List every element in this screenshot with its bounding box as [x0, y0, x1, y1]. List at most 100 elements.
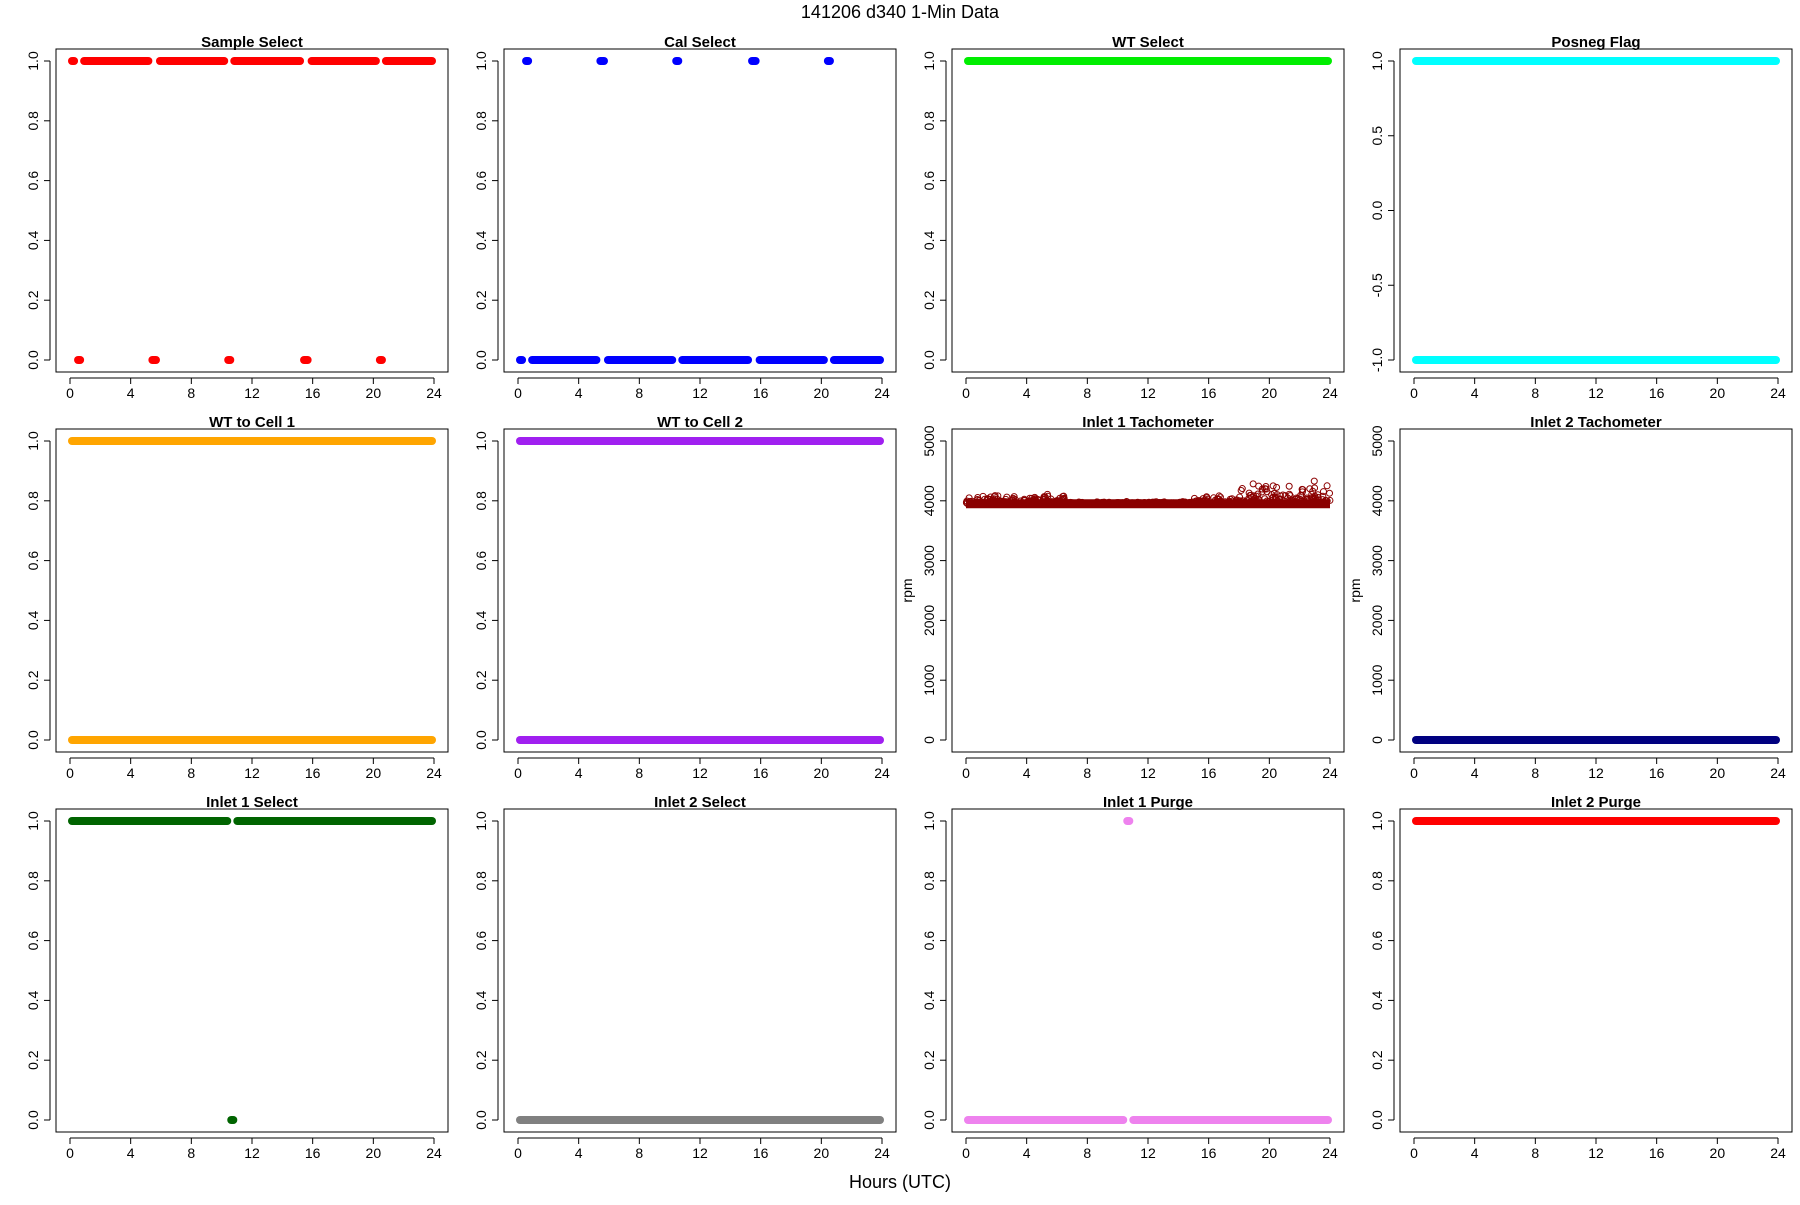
- y-tick-label: 0.0: [473, 350, 489, 370]
- x-tick-label: 4: [1471, 1145, 1479, 1161]
- x-tick-label: 20: [1262, 765, 1278, 781]
- x-tick-label: 20: [366, 385, 382, 401]
- y-tick-label: 1.0: [1369, 811, 1385, 831]
- x-tick-label: 4: [1023, 765, 1031, 781]
- data-point: [1289, 500, 1297, 508]
- x-tick-label: 24: [1770, 765, 1786, 781]
- y-tick-label: 0.8: [921, 111, 937, 131]
- y-tick-label: 0.6: [473, 551, 489, 571]
- data-point: [992, 499, 1000, 507]
- y-tick-label: 0.0: [1369, 201, 1385, 221]
- panel-title: Inlet 2 Tachometer: [1530, 414, 1662, 431]
- y-tick-label: 0.4: [473, 990, 489, 1010]
- data-point: [991, 492, 999, 500]
- y-axis-label: rpm: [1347, 578, 1363, 602]
- data-point: [1204, 500, 1212, 508]
- data-point: [1262, 485, 1270, 493]
- y-tick-label: 0.2: [25, 290, 41, 310]
- y-tick-label: 3000: [921, 545, 937, 576]
- data-point: [1285, 490, 1293, 498]
- y-tick-label: 0.6: [921, 171, 937, 191]
- x-tick-label: 4: [127, 765, 135, 781]
- y-tick-label: 0.4: [1369, 990, 1385, 1010]
- panel-10: Inlet 2 Select 0 4 8 12 16 20 24 0.0 0.2 0.4 0.6 0.8…: [473, 794, 897, 1161]
- panel-3: WT Select 0 4 8 12 16 20 24 0.0 0.2 0.4 0.6 0.8 1.0: [921, 34, 1345, 401]
- x-tick-label: 0: [66, 1145, 74, 1161]
- y-tick-label: 0.0: [1369, 1110, 1385, 1130]
- y-tick-label: 5000: [921, 425, 937, 456]
- x-tick-label: 4: [127, 1145, 135, 1161]
- data-point: [1319, 492, 1327, 500]
- panel-title: Inlet 2 Select: [654, 794, 746, 811]
- y-tick-label: 0.8: [25, 111, 41, 131]
- x-tick-label: 16: [1649, 1145, 1665, 1161]
- data-series: [964, 817, 1332, 1124]
- data-point: [1273, 483, 1281, 491]
- y-tick-label: 1.0: [25, 811, 41, 831]
- x-tick-label: 20: [366, 765, 382, 781]
- x-tick-label: 24: [874, 385, 890, 401]
- data-point: [1091, 499, 1099, 507]
- panel-5: WT to Cell 1 0 4 8 12 16 20 24 0.0 0.2 0.4 0.6 0.8 1.…: [25, 414, 449, 781]
- panel-7: Inlet 1 Tachometer 0 4 8 12 16 20 24 0 1000 2000 30…: [899, 414, 1345, 781]
- x-tick-label: 16: [1649, 765, 1665, 781]
- plot-frame: [503, 428, 897, 753]
- x-tick-label: 20: [814, 385, 830, 401]
- y-tick-label: 0.2: [25, 670, 41, 690]
- x-tick-label: 16: [753, 765, 769, 781]
- y-tick-label: 0.0: [921, 1110, 937, 1130]
- x-tick-label: 24: [874, 765, 890, 781]
- x-tick-label: 8: [635, 765, 643, 781]
- y-tick-label: 0.6: [473, 931, 489, 951]
- x-tick-label: 20: [1262, 385, 1278, 401]
- x-tick-label: 4: [575, 765, 583, 781]
- y-tick-label: 0.8: [25, 871, 41, 891]
- data-point: [1269, 494, 1277, 502]
- figure-title: 141206 d340 1-Min Data: [801, 2, 1000, 22]
- data-point: [1251, 499, 1259, 507]
- y-tick-label: 2000: [921, 605, 937, 636]
- x-tick-label: 8: [1531, 765, 1539, 781]
- panel-title: WT to Cell 1: [209, 414, 295, 431]
- x-axis-label: Hours (UTC): [849, 1172, 951, 1192]
- data-series: [68, 57, 436, 364]
- data-point: [1298, 485, 1306, 493]
- plot-frame: [1399, 808, 1793, 1133]
- data-point: [1190, 494, 1198, 502]
- data-point: [1272, 494, 1280, 502]
- data-point: [1196, 497, 1204, 505]
- data-point: [1067, 500, 1075, 508]
- y-tick-label: 4000: [1369, 485, 1385, 516]
- x-tick-label: 20: [814, 765, 830, 781]
- data-point: [1198, 499, 1206, 507]
- data-point: [1068, 499, 1076, 507]
- panel-title: Inlet 2 Purge: [1551, 794, 1641, 811]
- data-point: [1258, 485, 1266, 493]
- y-tick-label: 1.0: [25, 51, 41, 71]
- y-tick-label: 1.0: [921, 811, 937, 831]
- data-point: [1270, 489, 1278, 497]
- data-point: [1009, 496, 1017, 504]
- x-tick-label: 20: [1262, 1145, 1278, 1161]
- panel-6: WT to Cell 2 0 4 8 12 16 20 24 0.0 0.2 0.4 0.6 0.8 1.…: [473, 414, 897, 781]
- data-point: [1190, 499, 1198, 507]
- y-tick-label: 0.4: [473, 610, 489, 630]
- panel-2: Cal Select 0 4 8 12 16 20 24 0.0 0.2 0.4 0.6 0.8 1.0: [473, 34, 897, 401]
- panel-title: Inlet 1 Purge: [1103, 794, 1193, 811]
- x-tick-label: 12: [1140, 385, 1156, 401]
- x-tick-label: 20: [1710, 1145, 1726, 1161]
- y-tick-label: 0.2: [921, 290, 937, 310]
- y-tick-label: 0.4: [25, 230, 41, 250]
- data-point: [1264, 500, 1272, 508]
- x-tick-label: 4: [1023, 1145, 1031, 1161]
- plot-frame: [503, 808, 897, 1133]
- x-tick-label: 24: [426, 385, 442, 401]
- data-point: [1248, 493, 1256, 501]
- x-tick-label: 24: [1322, 765, 1338, 781]
- x-tick-label: 12: [1588, 385, 1604, 401]
- data-point: [1221, 498, 1229, 506]
- plot-frame: [503, 48, 897, 373]
- data-point: [1310, 477, 1318, 485]
- x-tick-label: 16: [1201, 385, 1217, 401]
